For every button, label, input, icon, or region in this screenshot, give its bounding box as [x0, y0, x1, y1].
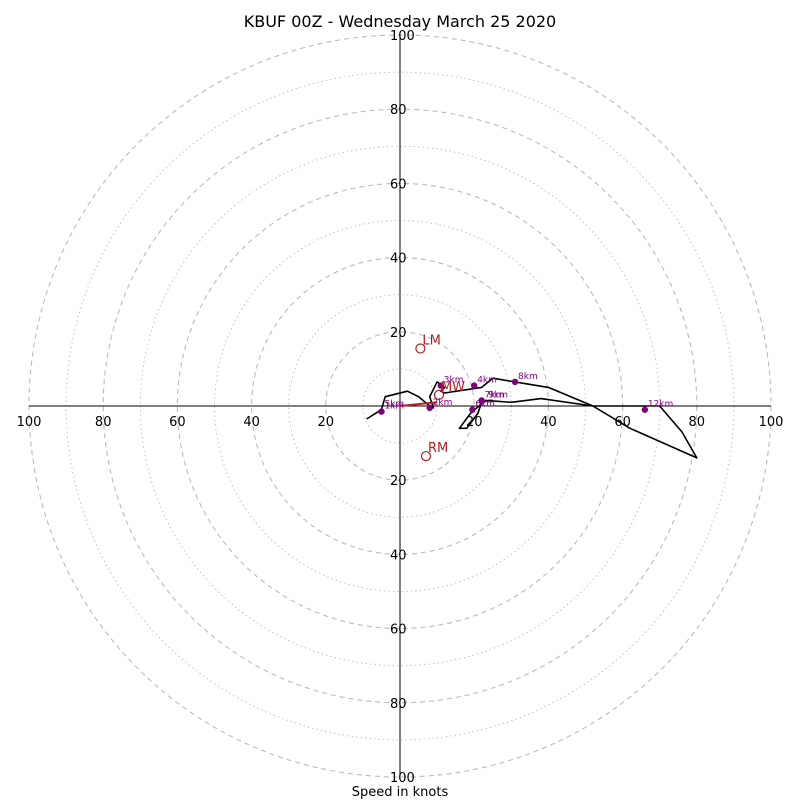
- x-tick-label: 40: [243, 415, 260, 430]
- y-tick-label: 80: [390, 697, 407, 712]
- height-marker-4km: [471, 382, 478, 389]
- height-label-3km: 3km: [444, 376, 464, 386]
- chart-title: KBUF 00Z - Wednesday March 25 2020: [244, 12, 556, 31]
- y-tick-label: 100: [390, 29, 415, 44]
- height-marker-7km: [478, 397, 485, 404]
- storm-motion-marker-RM: [420, 450, 432, 462]
- hodograph-trace: [366, 377, 698, 459]
- y-tick-label: 60: [390, 623, 407, 638]
- y-tick-label: 20: [390, 474, 407, 489]
- height-label-1km: 1km: [384, 402, 404, 412]
- x-tick-label: 100: [17, 415, 42, 430]
- x-tick-label: 100: [759, 415, 784, 430]
- storm-motion-marker-MW: [433, 389, 445, 400]
- mean-wind-segment-group: [399, 401, 438, 407]
- height-label-2km: 2km: [433, 398, 453, 408]
- x-tick-label: 80: [689, 415, 706, 430]
- height-label-8km: 8km: [518, 372, 538, 382]
- height-label-6km: 6km: [475, 400, 495, 410]
- height-label-5km: 5km: [384, 400, 404, 410]
- storm-motion-label-LM: LM: [422, 333, 440, 348]
- hodograph-trace-group: [366, 377, 698, 459]
- storm-motion-label-RM: RM: [428, 441, 448, 456]
- x-tick-label: 20: [466, 415, 483, 430]
- x-axis-label: Speed in knots: [352, 785, 449, 800]
- height-label-4km: 4km: [477, 376, 497, 386]
- height-marker-1km: [378, 408, 385, 415]
- height-marker-12km: [641, 406, 649, 413]
- height-marker-2km: [426, 404, 433, 412]
- height-marker-8km: [511, 378, 519, 386]
- y-tick-label: 60: [390, 177, 407, 192]
- storm-motion-markers: LM MW RM: [415, 333, 465, 462]
- height-label-7km: 7km: [485, 390, 505, 400]
- height-marker-3km: [437, 382, 445, 389]
- x-tick-label: 40: [540, 415, 557, 430]
- height-label-9km: 9km: [488, 390, 508, 400]
- mean-wind-segment: [399, 401, 438, 407]
- x-tick-label: 60: [169, 415, 186, 430]
- storm-motion-marker-LM: [415, 343, 426, 354]
- y-tick-label: 20: [390, 326, 407, 341]
- y-tick-label: 80: [390, 103, 407, 118]
- x-tick-label: 80: [95, 415, 112, 430]
- y-tick-label: 40: [390, 548, 407, 563]
- height-marker-6km: [469, 406, 476, 413]
- height-label-12km: 12km: [648, 400, 673, 410]
- y-tick-label: 40: [390, 252, 407, 267]
- x-tick-label: 20: [318, 415, 335, 430]
- speed-tick-labels: 100 80 60 40 20 20 40 60 80 100100806040202040608…: [17, 29, 784, 786]
- y-tick-label: 100: [390, 771, 415, 786]
- storm-motion-label-MW: MW: [441, 380, 465, 395]
